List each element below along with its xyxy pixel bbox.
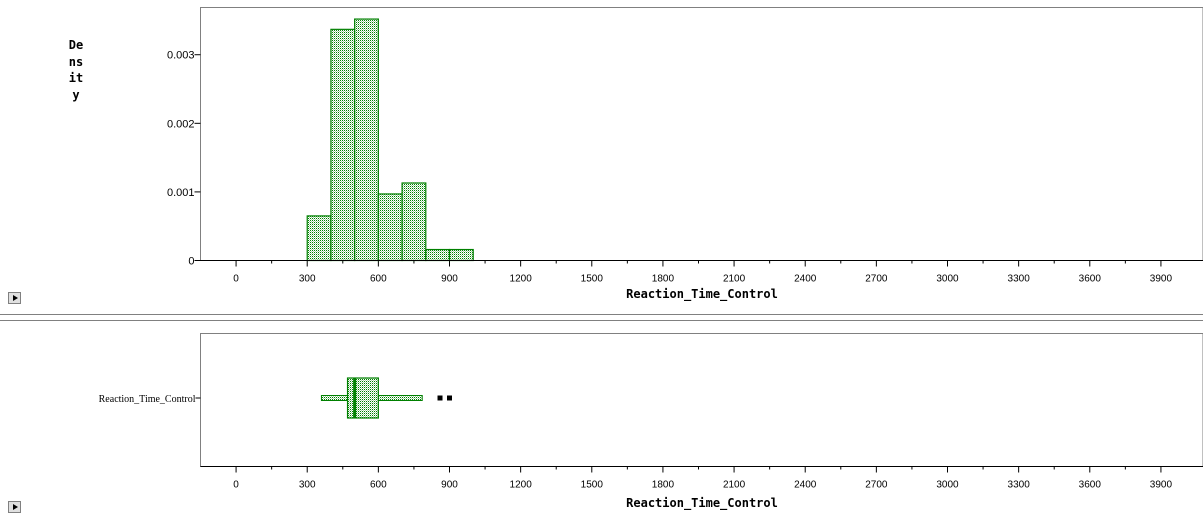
histogram-bar [402,183,426,261]
upper-whisker [378,396,422,401]
expand-arrow-icon[interactable] [8,292,21,304]
outlier-point [447,396,452,401]
x-tick-label: 1200 [510,274,533,285]
boxplot-panel: 0 300 600 900 1200 1500 1800 2100 2400 2700 3000 33… [0,320,1203,515]
x-tick-label: 2400 [794,480,817,491]
x-tick-label: 1800 [652,274,675,285]
x-tick-label: 2700 [865,274,888,285]
x-tick-label: 900 [441,480,458,491]
histogram-bar [355,19,379,260]
x-tick-label: 300 [299,274,316,285]
x-tick-label: 3000 [936,480,959,491]
boxplot-chart: 0 300 600 900 1200 1500 1800 2100 2400 2700 3000 33… [0,321,1203,515]
x-axis-label: Reaction_Time_Control [626,496,778,511]
histogram-panel: 0 300 600 900 1200 1500 1800 2100 2400 2700 3000 33… [0,0,1203,315]
x-tick-label: 2100 [723,274,746,285]
histogram-bar [450,250,474,261]
y-tick-label: 0.001 [167,187,195,199]
x-tick-label: 600 [370,274,387,285]
x-tick-label: 1500 [581,480,604,491]
y-tick-label: 0.003 [167,50,195,62]
x-tick-label: 1200 [510,480,533,491]
x-tick-label: 3600 [1079,274,1102,285]
x-tick-label: 2700 [865,480,888,491]
category-label: Reaction_Time_Control [99,394,196,405]
y-axis-label: Density [66,37,86,103]
x-tick-label: 1500 [581,274,604,285]
x-tick-label: 3900 [1150,274,1173,285]
x-tick-label: 300 [299,480,316,491]
outlier-point [438,396,443,401]
x-tick-label: 3900 [1150,480,1173,491]
x-tick-label: 2400 [794,274,817,285]
x-tick-label: 600 [370,480,387,491]
iqr-box [348,378,379,418]
expand-arrow-icon[interactable] [8,501,21,513]
x-tick-label: 900 [441,274,458,285]
histogram-bar [307,216,331,261]
x-tick-label: 3600 [1079,480,1102,491]
histogram-bar [378,194,402,261]
x-tick-label: 2100 [723,480,746,491]
x-tick-label: 0 [233,480,239,491]
x-tick-label: 0 [233,274,239,285]
x-tick-label: 3000 [936,274,959,285]
x-tick-label: 1800 [652,480,675,491]
y-tick-label: 0.002 [167,118,195,130]
histogram-chart: 0 300 600 900 1200 1500 1800 2100 2400 2700 3000 33… [0,0,1203,314]
x-axis-label: Reaction_Time_Control [626,287,778,302]
y-tick-label: 0 [188,256,194,268]
x-tick-label: 3300 [1008,480,1031,491]
x-tick-label: 3300 [1008,274,1031,285]
histogram-bar [331,29,355,260]
histogram-bar [426,250,450,261]
lower-whisker [321,396,347,401]
